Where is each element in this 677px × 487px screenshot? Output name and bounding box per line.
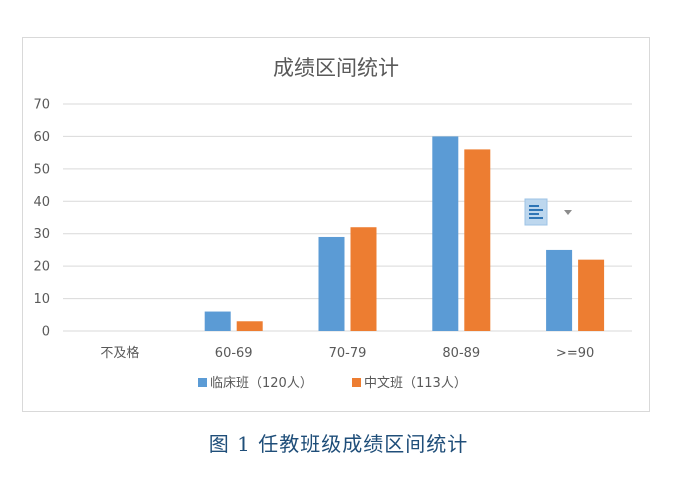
y-tick-label: 20 — [33, 260, 50, 275]
y-tick-label: 60 — [33, 130, 50, 145]
bar-series1-2 — [318, 236, 345, 331]
legend-label: 中文班（113人） — [364, 376, 467, 391]
y-tick-label: 30 — [33, 227, 50, 242]
x-tick-label: 不及格 — [100, 345, 139, 361]
x-tick-label: 80-89 — [442, 346, 480, 361]
gridlines — [63, 103, 632, 332]
y-tick-label: 70 — [33, 98, 50, 113]
bar-series2-4 — [578, 259, 605, 331]
paste-options-icon[interactable] — [524, 197, 572, 227]
figure-caption: 图 1 任教班级成绩区间统计 — [208, 432, 469, 456]
y-tick-label: 0 — [42, 325, 50, 340]
bar-series1-4 — [546, 249, 573, 331]
y-tick-label: 40 — [33, 195, 50, 210]
y-axis-ticks: 0 10 20 30 40 50 60 70 — [33, 98, 50, 340]
chart-title: 成绩区间统计 — [273, 56, 399, 80]
y-tick-label: 10 — [33, 292, 50, 307]
bar-series2-1 — [236, 321, 263, 331]
legend: 临床班（120人） 中文班（113人） — [198, 376, 467, 391]
legend-swatch — [352, 378, 361, 387]
legend-swatch — [198, 378, 207, 387]
chevron-down-icon — [564, 210, 572, 215]
bar-series1-1 — [204, 311, 231, 331]
bar-series2-2 — [350, 227, 377, 331]
bars — [204, 136, 605, 331]
x-tick-label: 60-69 — [215, 346, 253, 361]
x-tick-label: 70-79 — [329, 346, 367, 361]
legend-label: 临床班（120人） — [210, 376, 313, 391]
x-tick-label: >=90 — [556, 346, 594, 361]
bar-series1-3 — [432, 136, 459, 331]
bar-series2-3 — [464, 149, 491, 331]
y-tick-label: 50 — [33, 162, 50, 177]
x-axis-ticks: 不及格 60-69 70-79 80-89 >=90 — [100, 345, 594, 361]
